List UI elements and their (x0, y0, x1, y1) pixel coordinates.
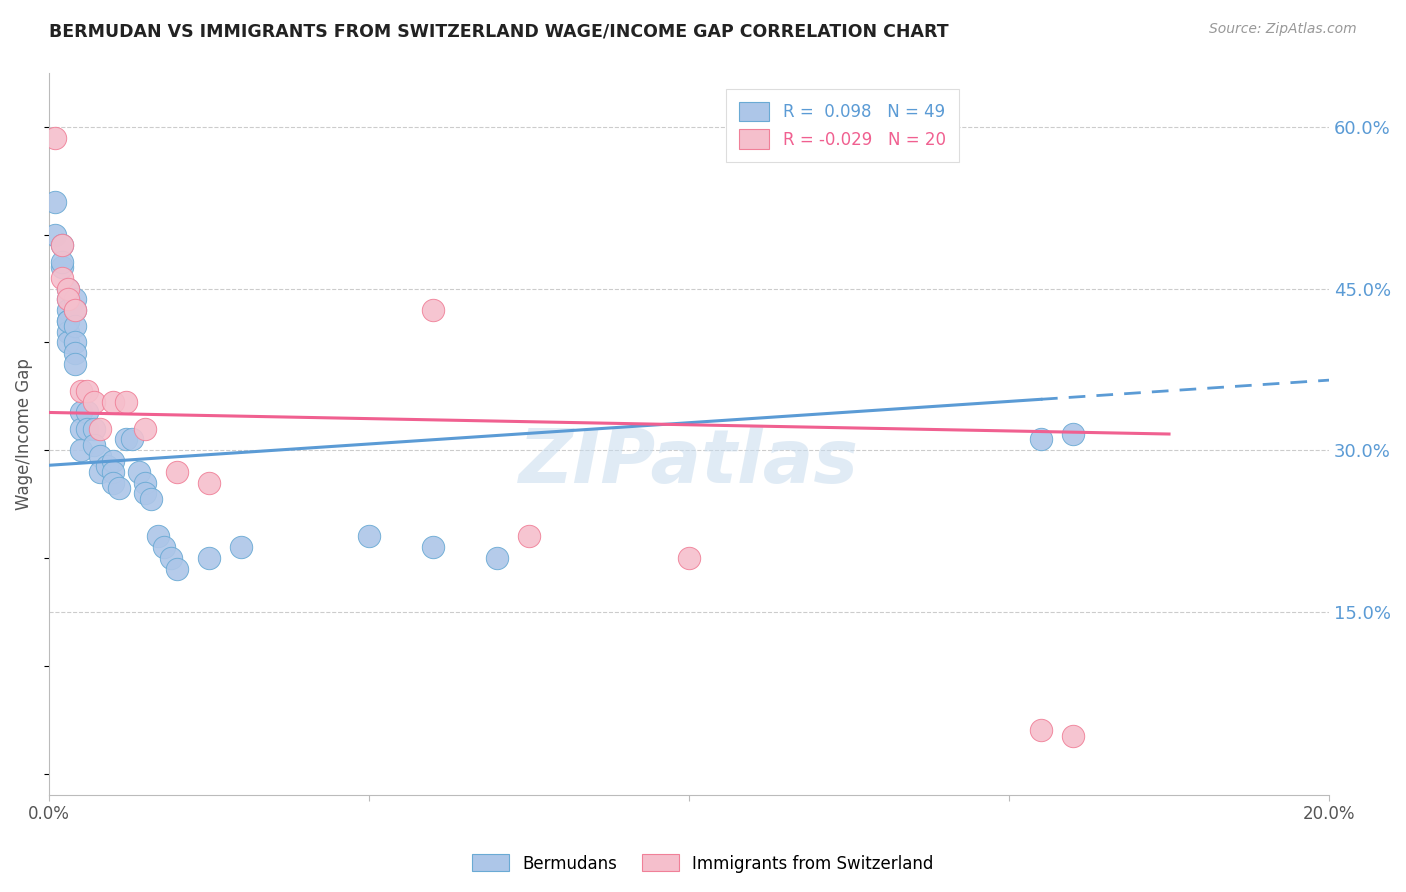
Point (101, 475, 124, 490)
Point (63, 346, 86, 360)
Text: ZIPatlas: ZIPatlas (519, 426, 859, 500)
Point (83, 438, 105, 452)
Point (114, 433, 136, 447)
Point (51, 238, 73, 252)
Point (517, 529, 540, 543)
Point (141, 491, 163, 506)
Point (485, 551, 508, 566)
Point (76, 405, 98, 419)
Point (63, 303, 86, 318)
Point (1029, 723, 1052, 738)
Point (44, 227, 66, 242)
Point (114, 394, 136, 409)
Y-axis label: Wage/Income Gap: Wage/Income Gap (15, 358, 32, 510)
Point (56, 325, 79, 339)
Point (89, 422, 111, 436)
Point (51, 238, 73, 252)
Point (159, 551, 181, 566)
Point (108, 481, 131, 495)
Point (44, 195, 66, 210)
Point (198, 551, 221, 566)
Point (101, 454, 124, 468)
Point (76, 384, 98, 398)
Point (63, 335, 86, 350)
Point (56, 281, 79, 295)
Point (56, 314, 79, 328)
Point (51, 260, 73, 274)
Point (44, 130, 66, 145)
Point (56, 303, 79, 318)
Point (678, 551, 700, 566)
Point (121, 433, 143, 447)
Point (56, 314, 79, 328)
Point (56, 293, 79, 307)
Point (70, 405, 93, 419)
Point (166, 465, 188, 479)
Point (146, 529, 169, 543)
Point (51, 254, 73, 268)
Point (134, 486, 156, 500)
Point (1062, 729, 1084, 743)
Point (56, 281, 79, 295)
Point (357, 529, 380, 543)
Point (101, 465, 124, 479)
Point (128, 465, 150, 479)
Point (63, 357, 86, 371)
Point (96, 459, 118, 474)
Point (229, 540, 252, 554)
Point (166, 562, 188, 576)
Text: BERMUDAN VS IMMIGRANTS FROM SWITZERLAND WAGE/INCOME GAP CORRELATION CHART: BERMUDAN VS IMMIGRANTS FROM SWITZERLAND … (49, 22, 949, 40)
Point (51, 270, 73, 285)
Point (70, 422, 93, 436)
Point (89, 465, 111, 479)
Point (76, 422, 98, 436)
Legend: R =  0.098   N = 49, R = -0.029   N = 20: R = 0.098 N = 49, R = -0.029 N = 20 (725, 88, 959, 162)
Point (422, 303, 444, 318)
Point (1029, 433, 1052, 447)
Point (1062, 427, 1084, 442)
Point (70, 443, 93, 458)
Point (198, 475, 221, 490)
Point (83, 422, 105, 436)
Point (422, 540, 444, 554)
Point (56, 335, 79, 350)
Text: Source: ZipAtlas.com: Source: ZipAtlas.com (1209, 22, 1357, 37)
Point (134, 422, 156, 436)
Point (56, 293, 79, 307)
Point (89, 449, 111, 463)
Point (63, 319, 86, 334)
Point (70, 384, 93, 398)
Legend: Bermudans, Immigrants from Switzerland: Bermudans, Immigrants from Switzerland (465, 847, 941, 880)
Point (63, 303, 86, 318)
Point (63, 293, 86, 307)
Point (134, 475, 156, 490)
Point (101, 394, 124, 409)
Point (83, 394, 105, 409)
Point (153, 540, 176, 554)
